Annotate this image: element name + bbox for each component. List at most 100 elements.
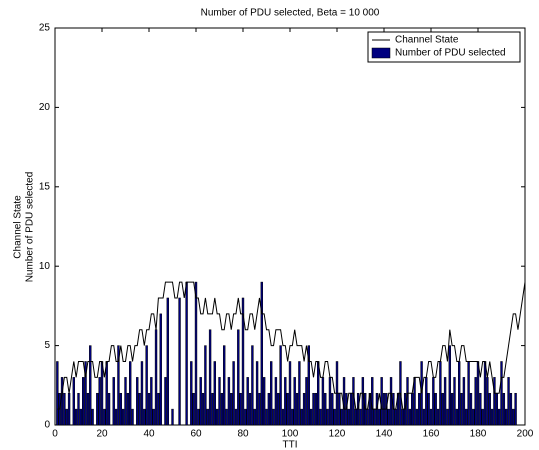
x-tick-label: 60 [190, 429, 202, 440]
bar [227, 377, 231, 426]
y-tick-label: 0 [44, 420, 50, 431]
line [57, 281, 526, 410]
bar [157, 392, 160, 426]
bar [314, 392, 318, 426]
bar [422, 408, 426, 426]
bar [107, 392, 111, 426]
bar [74, 408, 78, 426]
bar [436, 408, 440, 426]
bar [488, 392, 491, 426]
bar [260, 281, 263, 426]
bar [401, 408, 404, 426]
y-tick-label: 15 [39, 181, 51, 192]
bar [129, 361, 132, 426]
bar [476, 361, 480, 426]
bar [166, 297, 169, 426]
bar [112, 377, 115, 426]
bar [77, 392, 80, 426]
bar [448, 345, 451, 426]
bar [324, 392, 327, 426]
bar [354, 408, 357, 426]
bar [361, 377, 365, 426]
bar [190, 361, 193, 426]
bar [378, 408, 381, 426]
bar [505, 408, 508, 426]
bar [467, 361, 470, 426]
bar [512, 408, 515, 426]
bar [67, 392, 71, 426]
bar [208, 329, 212, 426]
bar [223, 345, 226, 426]
bar [255, 361, 259, 426]
bar [201, 392, 205, 426]
bar [286, 392, 289, 426]
bar [274, 377, 278, 426]
y-tick-label: 20 [39, 102, 51, 113]
bar [441, 392, 444, 426]
x-tick-label: 160 [423, 429, 440, 440]
bar [406, 377, 409, 426]
x-tick-label: 40 [143, 429, 155, 440]
bar [164, 377, 167, 426]
bar [279, 345, 282, 426]
bar [284, 377, 287, 426]
bar [291, 408, 294, 426]
legend-label: Number of PDU selected [395, 48, 506, 59]
bar [458, 361, 461, 426]
bar [100, 361, 104, 426]
bar [244, 408, 247, 426]
x-tick-label: 80 [237, 429, 249, 440]
x-tick-label: 200 [517, 429, 534, 440]
bar [225, 408, 228, 426]
bar [241, 297, 245, 426]
bar [465, 408, 468, 426]
bar [514, 392, 517, 426]
bar [326, 408, 329, 426]
bar [434, 392, 437, 426]
bar [218, 377, 221, 426]
bar [359, 408, 362, 426]
bar [65, 408, 68, 426]
bar [72, 377, 75, 426]
bar [258, 392, 261, 426]
bar [352, 377, 355, 426]
bar [272, 408, 275, 426]
bar [342, 377, 346, 426]
bar [89, 345, 92, 426]
bar [253, 408, 256, 426]
y-axis-label: Number of PDU selected [25, 172, 36, 283]
bar [497, 408, 501, 426]
bar [432, 377, 435, 426]
bar [277, 392, 280, 426]
bar [63, 392, 66, 426]
bar [394, 408, 397, 426]
bar [84, 361, 87, 426]
bar [295, 392, 299, 426]
x-axis-label: TTI [283, 440, 298, 450]
bar [479, 392, 482, 426]
bar [154, 329, 158, 426]
bar [429, 408, 433, 426]
bar [199, 377, 202, 426]
bar [331, 392, 334, 426]
bar [194, 281, 198, 426]
bar [338, 392, 341, 426]
bar [340, 408, 343, 426]
bar [347, 408, 350, 426]
bar [446, 408, 449, 426]
bar [152, 408, 155, 426]
bar [60, 377, 64, 426]
bar [270, 361, 273, 426]
bar [197, 408, 200, 426]
bar [460, 392, 463, 426]
bar [124, 377, 127, 426]
bar [500, 361, 503, 426]
bar [145, 345, 148, 426]
bar [371, 377, 374, 426]
bar [121, 408, 125, 426]
bar [82, 377, 85, 426]
bar [79, 408, 83, 426]
bar [206, 408, 209, 426]
bar [103, 408, 106, 426]
bar [443, 377, 447, 426]
